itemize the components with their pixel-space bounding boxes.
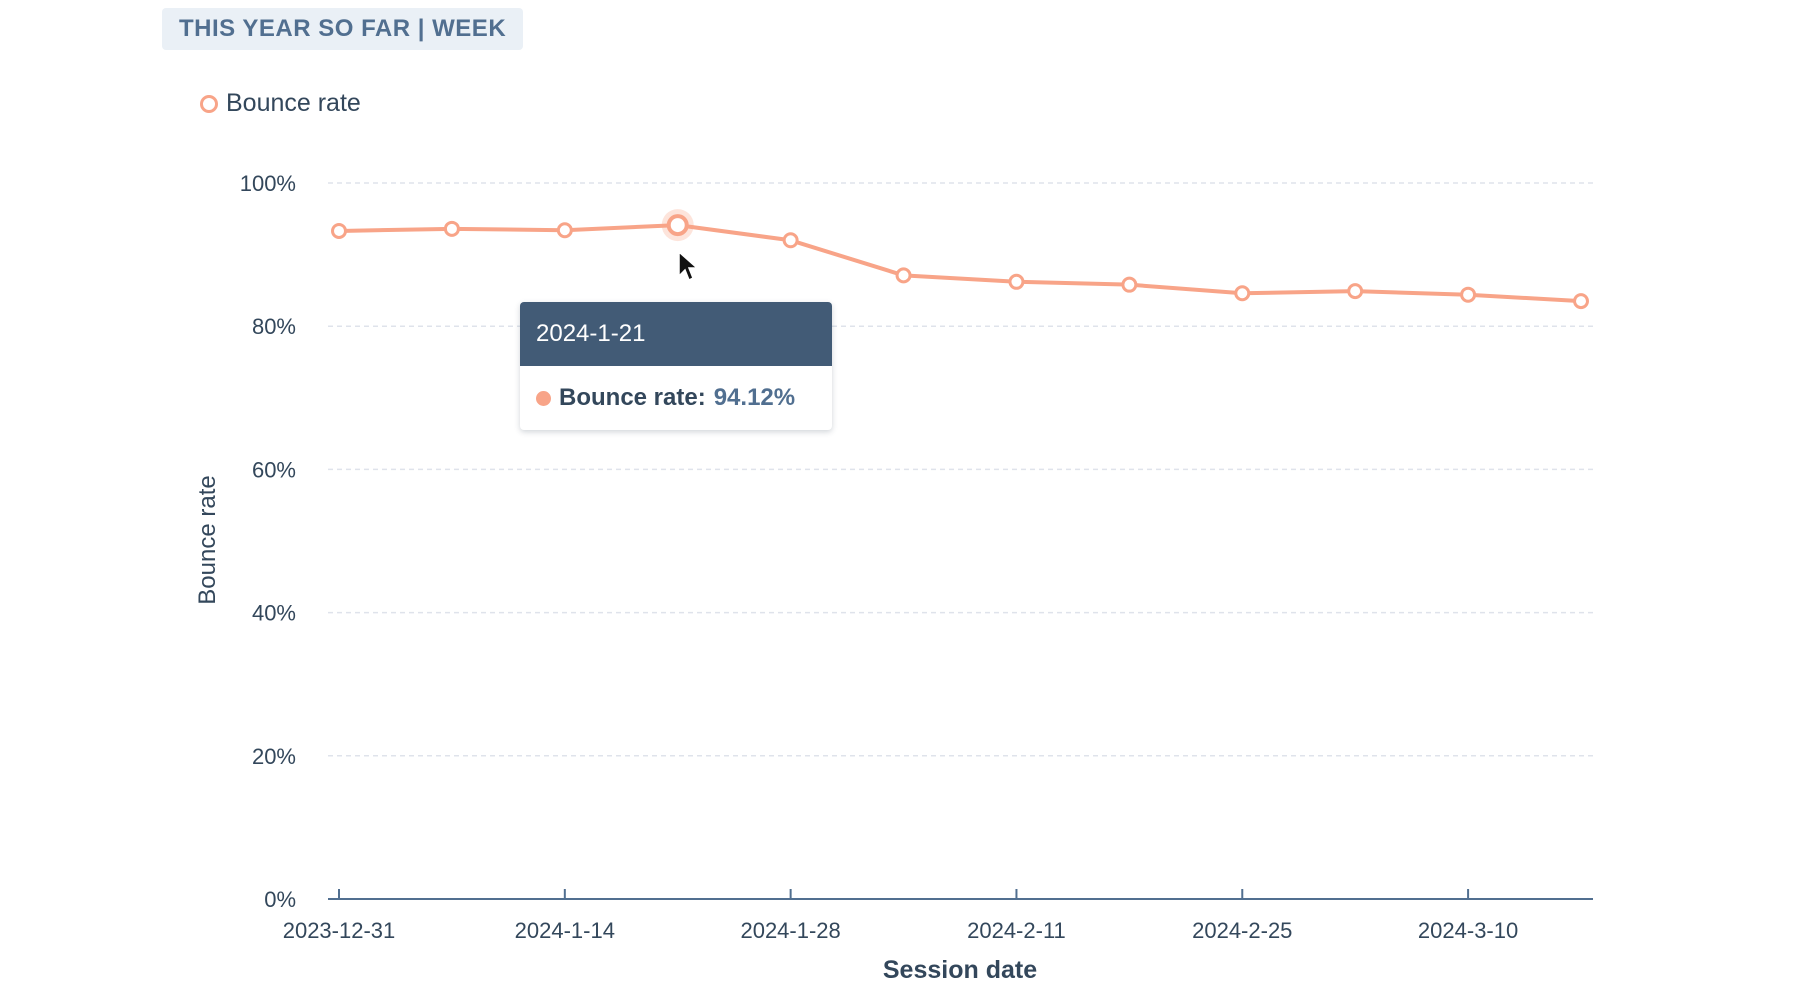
data-point[interactable] <box>895 267 912 284</box>
y-axis-tick-labels: 0% 20% 40% 60% 80% 100% <box>240 171 296 912</box>
data-point[interactable] <box>1121 276 1138 293</box>
x-tick-label: 2024-2-25 <box>1192 918 1292 943</box>
chart-legend[interactable]: Bounce rate <box>200 89 361 118</box>
y-tick-label: 20% <box>252 744 296 769</box>
x-axis-label: Session date <box>883 956 1037 984</box>
tooltip-value: 94.12% <box>713 384 796 411</box>
data-point[interactable] <box>331 222 347 239</box>
series-points <box>331 209 1589 310</box>
data-point[interactable] <box>556 222 573 239</box>
data-point[interactable] <box>1460 286 1477 303</box>
mouse-pointer-icon <box>678 250 699 282</box>
tooltip-series-dot-icon <box>536 390 551 406</box>
data-tooltip: 2024-1-21 Bounce rate: 94.12% <box>520 302 832 430</box>
tooltip-header: 2024-1-21 <box>520 302 832 366</box>
series-line <box>337 223 1583 304</box>
data-point[interactable] <box>782 232 799 249</box>
x-axis <box>328 889 1593 900</box>
x-tick-label: 2024-2-11 <box>967 918 1066 943</box>
y-axis-label: Bounce rate <box>194 475 221 604</box>
x-tick-label: 2023-12-31 <box>283 918 396 943</box>
date-range-badge[interactable]: THIS YEAR SO FAR | WEEK <box>162 8 524 50</box>
y-tick-label: 40% <box>252 601 296 626</box>
legend-label: Bounce rate <box>226 89 361 117</box>
series-lines <box>337 223 1583 304</box>
data-point[interactable] <box>1234 285 1251 302</box>
date-range-label: THIS YEAR SO FAR | WEEK <box>179 15 507 42</box>
legend-marker-icon <box>200 94 218 113</box>
y-tick-label: 60% <box>252 457 296 482</box>
data-point[interactable] <box>1347 283 1364 300</box>
x-tick-label: 2024-1-14 <box>515 918 615 943</box>
y-tick-label: 0% <box>264 887 296 912</box>
data-point[interactable] <box>443 220 460 237</box>
x-axis-tick-labels: 2023-12-31 2024-1-14 2024-1-28 2024-2-11 202… <box>283 918 1519 943</box>
x-tick-label: 2024-3-10 <box>1418 918 1518 943</box>
data-point-highlighted[interactable] <box>666 214 689 237</box>
data-point[interactable] <box>1573 293 1589 310</box>
tooltip-date: 2024-1-21 <box>536 320 646 347</box>
data-point[interactable] <box>1008 273 1025 290</box>
grid-lines <box>328 182 1593 757</box>
x-tick-label: 2024-1-28 <box>740 918 840 943</box>
tooltip-series-label: Bounce rate: <box>559 384 706 411</box>
tooltip-body: Bounce rate: 94.12% <box>520 366 832 430</box>
y-tick-label: 80% <box>252 314 296 339</box>
y-tick-label: 100% <box>240 171 296 196</box>
